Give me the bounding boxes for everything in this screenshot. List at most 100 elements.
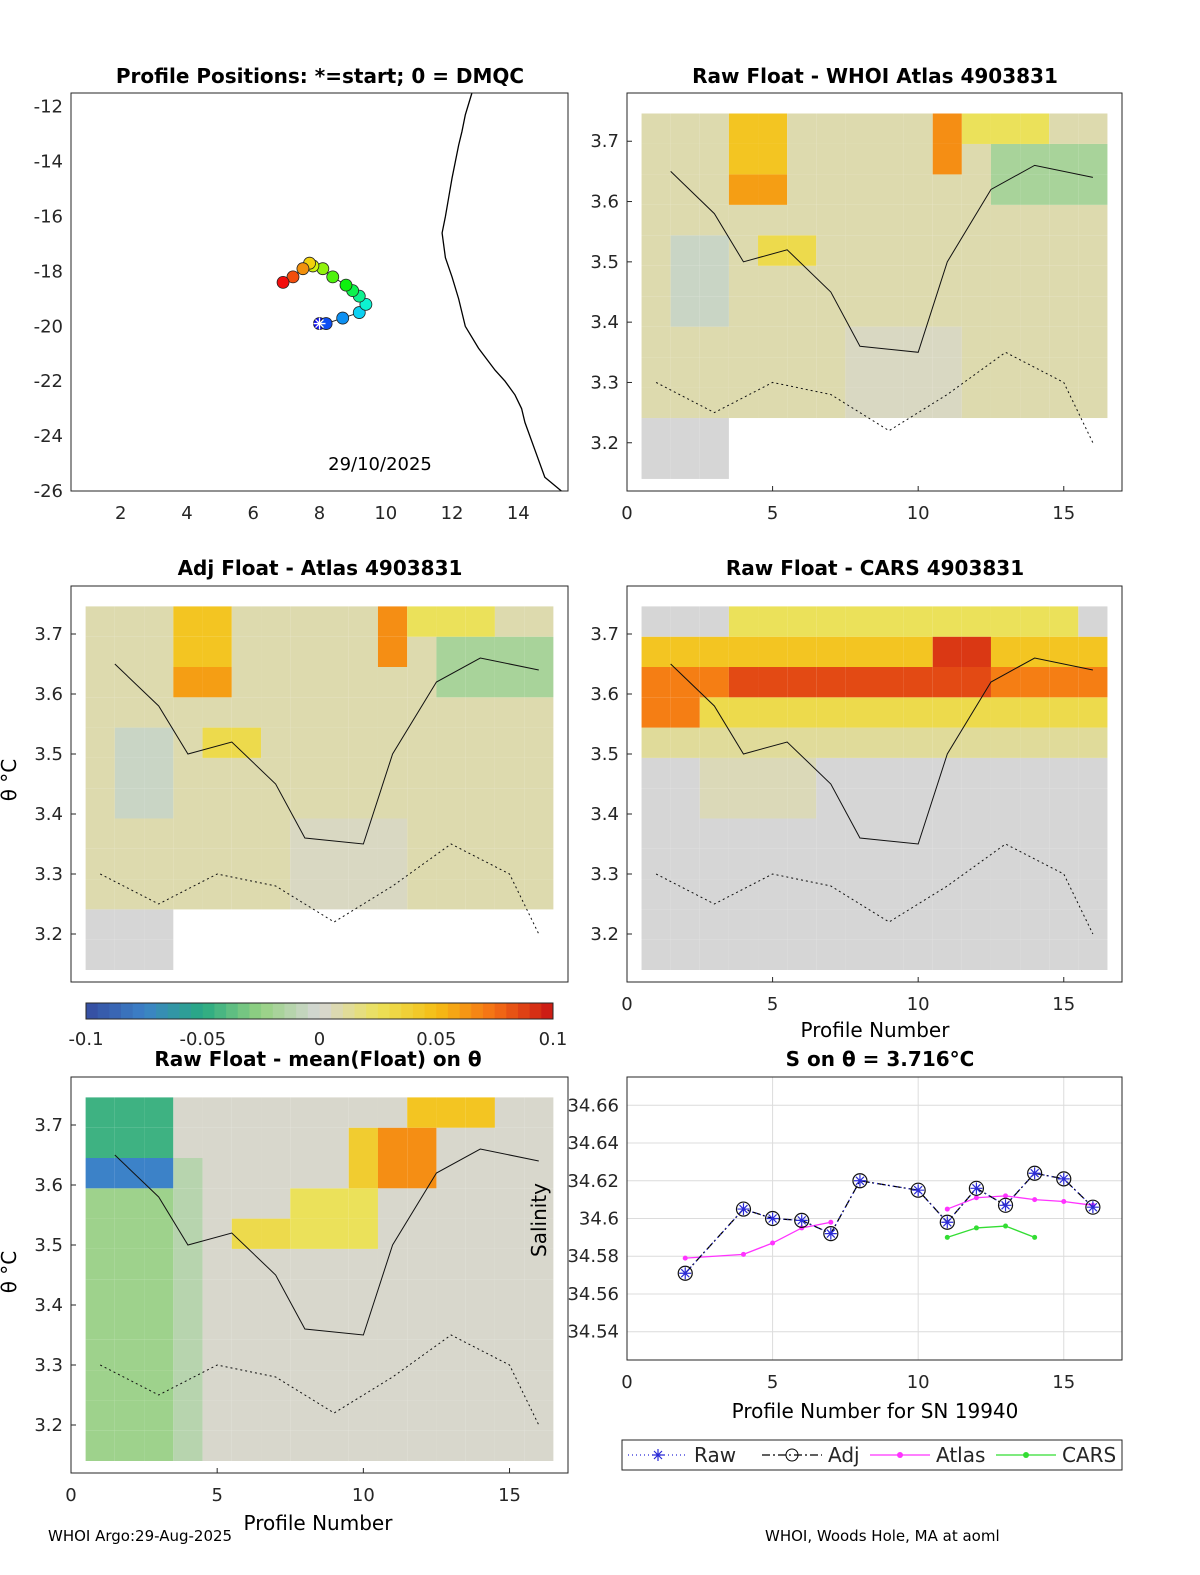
raw_cars-cell: [845, 939, 875, 970]
colorbar-swatch: [214, 1003, 227, 1019]
raw_cars-cell: [758, 636, 788, 667]
raw_mean-cell: [173, 1279, 203, 1310]
adj_atlas-ytick: 3.7: [34, 624, 63, 645]
raw_cars-cell: [990, 667, 1021, 698]
raw-point: [1028, 1167, 1041, 1180]
raw_mean-cell: [114, 1218, 145, 1249]
raw_mean-cell: [436, 1158, 466, 1189]
raw_cars-cell: [990, 757, 1021, 789]
adj-point: [1056, 1171, 1072, 1187]
raw_cars-cell: [1020, 939, 1050, 970]
raw_atlas-cell: [903, 235, 933, 266]
raw_cars-cell: [932, 848, 962, 880]
raw_mean-contour-line: [114, 1148, 539, 1336]
raw_atlas-cell: [961, 174, 991, 205]
raw_atlas-cell: [641, 265, 671, 297]
colorbar-swatch: [319, 1003, 332, 1019]
raw_atlas-cell: [874, 387, 904, 419]
adj_atlas-cell: [231, 606, 262, 637]
raw_cars-cell: [874, 606, 904, 637]
adj_atlas-cell: [261, 848, 291, 880]
adj_atlas-cell: [494, 636, 525, 667]
raw_mean-cell: [465, 1279, 495, 1310]
raw_mean-cell: [524, 1158, 554, 1189]
raw_mean-cell: [85, 1309, 115, 1340]
raw_mean-cell: [377, 1430, 408, 1461]
raw_mean-cell: [261, 1400, 291, 1431]
adj_atlas-ytick: 3.3: [34, 864, 63, 885]
raw_atlas-cell: [728, 326, 759, 358]
raw_cars-cell: [816, 667, 846, 698]
raw_atlas-cell: [874, 357, 904, 388]
adj_atlas-cell: [407, 848, 437, 880]
raw_cars-cell: [728, 606, 759, 637]
adj-point: [1085, 1199, 1101, 1215]
raw_atlas-cell: [758, 143, 788, 175]
colorbar-swatch: [412, 1003, 426, 1019]
cars-point: [1003, 1223, 1009, 1229]
positions-ytick: -16: [34, 207, 63, 228]
raw_mean-cell: [173, 1430, 203, 1461]
raw_atlas-cell: [1049, 143, 1079, 175]
raw_atlas-cell: [641, 113, 671, 144]
raw_mean-cell: [436, 1370, 466, 1401]
raw_cars-cell: [1049, 636, 1079, 667]
raw_atlas-cell: [728, 174, 759, 205]
adj_atlas-cell: [85, 606, 115, 637]
raw_atlas-cell: [932, 235, 962, 266]
raw_atlas-cell: [699, 113, 729, 144]
raw_cars-cell: [670, 909, 700, 940]
raw_atlas-cell: [1020, 143, 1050, 175]
raw_atlas-ytick: 3.7: [590, 131, 619, 152]
raw_cars-cell: [641, 636, 671, 667]
raw_cars-cell: [641, 606, 671, 637]
raw_mean-cell: [202, 1248, 232, 1280]
raw_mean-xtick: 15: [498, 1485, 521, 1506]
raw_mean-cell: [144, 1400, 174, 1431]
positions-xtick: 10: [374, 503, 397, 524]
raw_mean-xtick: 10: [352, 1485, 375, 1506]
raw_cars-cell: [932, 667, 962, 698]
adj_atlas-frame: [70, 585, 569, 983]
raw_cars-cell: [787, 667, 817, 698]
raw_atlas-cell: [699, 296, 729, 327]
raw_cars-cell: [670, 757, 700, 789]
raw_cars-cell: [699, 879, 729, 910]
raw_mean-cell: [114, 1279, 145, 1310]
adj_atlas-cell: [465, 606, 495, 637]
raw_cars-cell: [787, 788, 817, 819]
raw-point: [999, 1199, 1012, 1212]
adj_atlas-cell: [494, 818, 525, 849]
raw_cars-cell: [932, 636, 962, 667]
raw_cars-cell: [961, 757, 991, 789]
adj_atlas-cell: [524, 636, 554, 667]
raw_atlas-cell: [845, 204, 875, 236]
raw_atlas-cell: [1049, 326, 1079, 358]
adj_atlas-cell: [407, 667, 437, 698]
adj_atlas-cell: [85, 757, 115, 789]
atlas-series-line: [685, 1221, 831, 1259]
raw_atlas-cell: [932, 113, 962, 144]
adj_atlas-cell: [319, 848, 349, 880]
adj_atlas-cell: [173, 848, 203, 880]
raw_atlas-cell: [787, 113, 817, 144]
atlas-point: [770, 1240, 776, 1246]
adj_atlas-cell: [173, 788, 203, 819]
raw_mean-cell: [494, 1218, 525, 1249]
adj_atlas-cell: [524, 757, 554, 789]
raw_cars-cell: [874, 667, 904, 698]
raw_mean-cell: [407, 1279, 437, 1310]
raw_atlas-cell: [961, 265, 991, 297]
raw-point: [737, 1203, 750, 1216]
raw_cars-cell: [787, 727, 817, 758]
adj_atlas-cell: [114, 788, 145, 819]
adj_atlas-cell: [465, 757, 495, 789]
raw_mean-cell: [319, 1218, 349, 1249]
raw_mean-cell: [85, 1430, 115, 1461]
raw_atlas-ytick: 3.5: [590, 252, 619, 273]
salinity-ylabel: Salinity: [527, 1183, 551, 1257]
raw_atlas-xtick: 15: [1052, 503, 1075, 524]
adj_atlas-cell: [85, 939, 115, 970]
raw_cars-cell: [932, 818, 962, 849]
raw_mean-cell: [494, 1158, 525, 1189]
